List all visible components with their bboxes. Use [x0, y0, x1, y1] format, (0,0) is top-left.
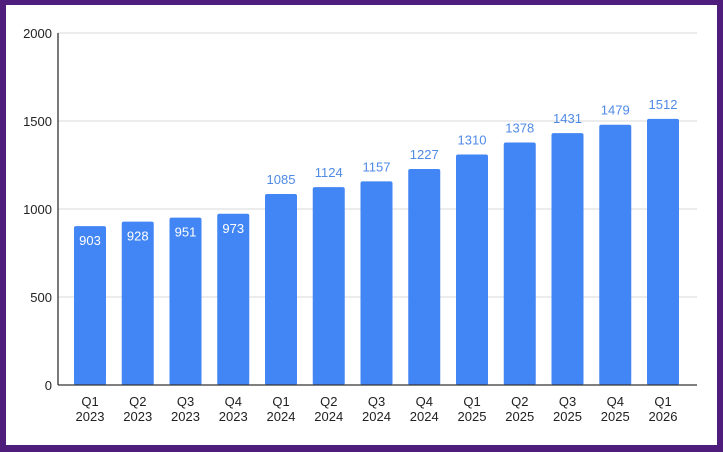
- x-tick-label: 2023: [219, 409, 248, 424]
- data-label: 928: [127, 229, 149, 244]
- bar: [503, 142, 536, 385]
- data-label: 1378: [505, 120, 534, 135]
- x-tick-label: Q3: [177, 394, 194, 409]
- x-tick-label: 2024: [362, 409, 391, 424]
- x-tick-label: 2024: [410, 409, 439, 424]
- y-tick-label: 1500: [23, 114, 52, 129]
- x-tick-label: Q4: [225, 394, 242, 409]
- x-tick-label: Q1: [463, 394, 480, 409]
- x-tick-label: 2023: [76, 409, 105, 424]
- x-tick-label: Q1: [272, 394, 289, 409]
- x-tick-label: 2025: [505, 409, 534, 424]
- x-tick-label: Q4: [607, 394, 624, 409]
- x-tick-label: Q2: [129, 394, 146, 409]
- y-tick-label: 0: [45, 378, 52, 393]
- bar: [217, 213, 250, 385]
- y-tick-label: 2000: [23, 26, 52, 41]
- x-tick-label: Q1: [81, 394, 98, 409]
- data-label: 1512: [649, 97, 678, 112]
- data-label: 1157: [363, 159, 391, 174]
- x-tick-label: Q2: [320, 394, 337, 409]
- bar: [74, 226, 106, 385]
- x-tick-label: Q1: [654, 394, 671, 409]
- bar: [647, 118, 679, 385]
- data-label: 1124: [315, 165, 343, 180]
- x-tick-label: 2026: [649, 409, 678, 424]
- data-label: 903: [79, 233, 101, 248]
- bar-chart: 0500100015002000903Q12023928Q22023951Q32…: [23, 26, 697, 424]
- y-tick-label: 500: [30, 290, 52, 305]
- data-label: 1085: [267, 172, 296, 187]
- x-tick-label: 2024: [267, 409, 296, 424]
- x-tick-label: Q4: [416, 394, 433, 409]
- chart-frame: 0 500 1000 1500 2000 903 Q1 2023 928 Q2 2023 951 Q3 2…: [6, 5, 717, 445]
- bar: [599, 124, 632, 386]
- bar: [551, 133, 584, 385]
- data-label: 1479: [601, 103, 630, 118]
- data-label: 1310: [458, 132, 487, 147]
- x-tick-label: 2025: [553, 409, 582, 424]
- bar: [456, 154, 488, 385]
- y-tick-label: 1000: [23, 202, 52, 217]
- data-label: 1227: [410, 147, 439, 162]
- bar: [408, 169, 441, 385]
- data-label: 1431: [553, 111, 582, 126]
- x-tick-label: Q3: [368, 394, 385, 409]
- x-tick-label: 2025: [458, 409, 487, 424]
- bar: [121, 221, 154, 385]
- x-tick-label: 2024: [314, 409, 343, 424]
- data-label: 951: [175, 225, 197, 240]
- bar: [360, 181, 393, 385]
- x-tick-label: Q2: [511, 394, 528, 409]
- bar: [265, 194, 297, 385]
- x-tick-label: 2023: [171, 409, 200, 424]
- data-label: 973: [222, 221, 244, 236]
- bar: [312, 187, 345, 385]
- bar: [169, 217, 202, 385]
- x-tick-label: Q3: [559, 394, 576, 409]
- x-tick-label: 2025: [601, 409, 630, 424]
- x-tick-label: 2023: [123, 409, 152, 424]
